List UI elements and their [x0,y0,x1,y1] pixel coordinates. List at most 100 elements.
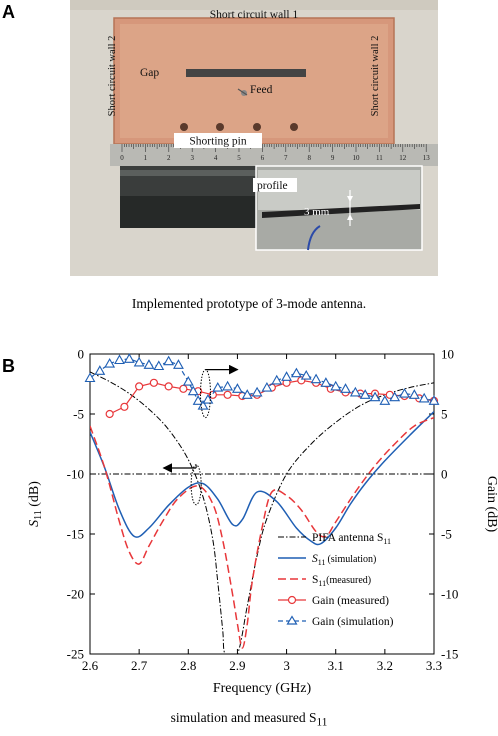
ruler-number: 9 [331,154,335,162]
label-shorting-pin: Shorting pin [189,136,246,148]
panel-label-b: B [2,356,15,376]
series-line-pifa [90,371,434,654]
s11-axis-indicator [190,464,202,506]
ruler-number: 7 [284,154,288,162]
series-line-meas [90,416,434,649]
gain-simulation-point [379,395,391,405]
label-thickness: 3 mm [304,206,330,218]
gain-simulation-point [359,389,371,399]
caption-b: simulation and measured S11 [170,710,328,729]
gain-simulation-point [84,372,96,383]
ruler-number: 6 [261,154,265,162]
gain-simulation-point [231,383,243,393]
gain-simulation-point [261,381,273,392]
x-axis-label: Frequency (GHz) [213,681,312,696]
x-tick-label: 3.1 [328,658,344,673]
gain-simulation-point [349,386,361,397]
x-tick-label: 3 [283,658,290,673]
y-right-tick-label: -10 [441,587,458,602]
gain-measured-point [179,384,188,393]
gain-simulation-point [271,374,283,385]
gap-slot [186,69,306,77]
gain-simulation-point [340,383,351,393]
panel-label-a: A [2,2,15,22]
y-left-tick-label: -15 [67,527,84,542]
ruler-number: 1 [144,154,148,162]
gain-measured-point [223,390,232,399]
gain-measured-point [149,378,158,387]
legend-gain-meas: Gain (measured) [312,595,389,607]
legend-sim: S11 (simulation) [312,553,376,567]
gain-simulation-point [192,395,204,405]
label-wall2-right: Short circuit wall 2 [370,36,381,117]
label-profile: profile [257,180,288,192]
gain-simulation-point [173,359,184,369]
gain-simulation-point [320,377,332,387]
gain-simulation-point [290,367,302,378]
gain-simulation-point [153,360,165,371]
x-tick-label: 2.6 [82,658,99,673]
y-left-tick-label: 0 [78,347,85,362]
gain-simulation-point [369,391,381,402]
y-axis-label-right: Gain (dB) [484,476,498,533]
gain-simulation-point [163,355,175,366]
gain-simulation-point [133,356,145,367]
gain-simulation-point [408,389,420,399]
gain-simulation-point [428,395,440,405]
ruler-number: 10 [353,154,361,162]
gain-measured-point [164,382,173,391]
gain-simulation-point [310,373,322,384]
gain-simulation-point [143,359,155,369]
ruler-number: 13 [423,154,431,162]
y-right-tick-label: -5 [441,527,452,542]
series-line-sim [90,411,434,546]
y-axis-label-left: S11 (dB) [27,481,44,527]
y-right-tick-label: 0 [441,467,448,482]
legend: PIFA antenna S11 S11 (simulation) S11(mea… [278,532,394,628]
gain-measured-point [105,409,114,419]
x-tick-label: 3.2 [377,658,393,673]
x-tick-label: 2.7 [131,658,148,673]
ruler-number: 5 [237,154,241,162]
legend-pifa: PIFA antenna S11 [312,532,391,546]
y-left-tick-label: -20 [67,587,84,602]
ruler-number: 2 [167,154,171,162]
gain-simulation-point [418,392,430,403]
ruler-number: 8 [307,154,311,162]
y-right-tick-label: -15 [441,647,458,662]
gain-simulation-point [212,381,224,392]
gain-simulation-point [389,391,401,402]
gain-simulation-point [94,365,106,375]
label-gap: Gap [140,67,159,79]
x-tick-label: 2.9 [229,658,245,673]
s11-gain-chart: 2.6 2.7 2.8 2.9 3 3.1 3.2 3.3 0 -5 -10 -15 -20 -25 10 5… [27,347,498,697]
label-feed: Feed [250,84,273,96]
y-left-tick-label: -10 [67,467,84,482]
gain-simulation-point [222,380,234,391]
y-left-tick-label: -5 [73,407,84,422]
gain-simulation-point [330,380,342,391]
caption-a: Implemented prototype of 3-mode antenna. [131,296,367,311]
y-left-tick-label: -25 [67,647,84,662]
legend-gain-sim: Gain (simulation) [312,616,394,628]
ruler-number: 3 [190,154,194,162]
ruler-number: 4 [214,154,218,162]
legend-meas: S11(measured) [312,574,371,588]
gain-simulation-point [399,387,410,398]
gain-measured-point [120,402,129,411]
shorting-pins [180,123,298,131]
gain-simulation-point [182,375,194,386]
gain-simulation-point [300,369,312,380]
gain-measured-point [135,382,144,391]
label-wall2-left: Short circuit wall 2 [107,36,118,117]
y-right-tick-label: 5 [441,407,448,422]
gain-simulation-point [123,353,135,363]
x-tick-label: 2.8 [180,658,196,673]
label-wall1: Short circuit wall 1 [210,9,299,21]
ruler-number: 11 [376,154,383,162]
gain-simulation-point [104,357,116,368]
ruler-number: 12 [399,154,407,162]
prototype-photo: 0 1 2 3 4 5 6 7 8 9 10 11 12 13 Short circuit wall 1 … [70,0,438,276]
plot-frame [89,353,435,655]
gain-simulation-point [114,354,125,365]
